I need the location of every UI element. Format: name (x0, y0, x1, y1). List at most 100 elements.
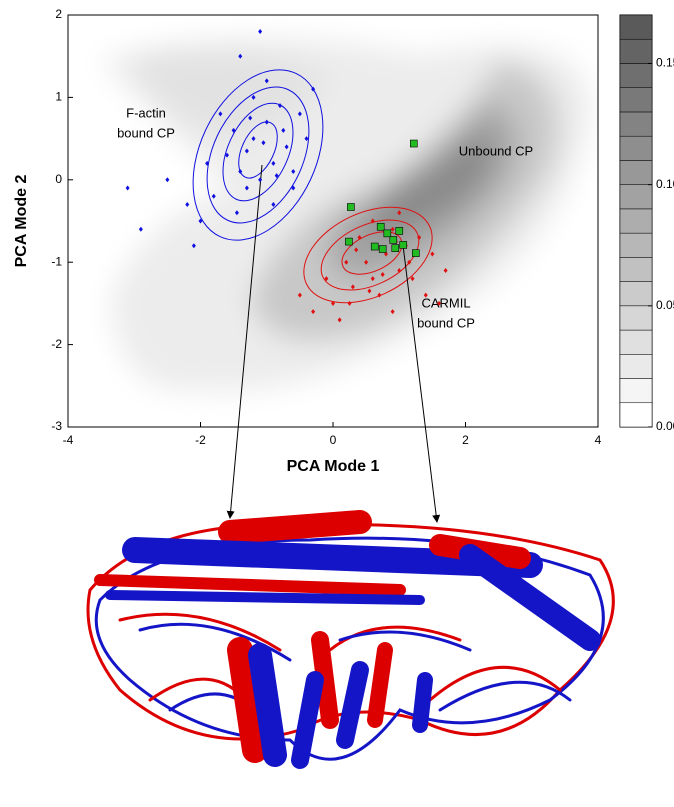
point (225, 152, 229, 158)
colorbar-tick-label: 0.00 (656, 419, 674, 433)
point (278, 103, 282, 109)
point (248, 115, 253, 121)
point (251, 136, 256, 142)
cluster-contours (192, 69, 433, 304)
point (274, 173, 279, 179)
point (304, 136, 309, 142)
colorbar-band (619, 184, 653, 210)
colorbar-band (619, 160, 653, 185)
colorbar-band (619, 257, 653, 282)
x-tick-label: 2 (462, 433, 469, 447)
point (264, 119, 269, 125)
colorbar-tick-label: 0.05 (656, 298, 674, 312)
y-tick-label: 0 (55, 172, 62, 186)
point (376, 222, 385, 231)
point (354, 247, 359, 253)
point (410, 276, 415, 282)
point (390, 226, 395, 232)
point (284, 144, 289, 150)
y-tick-label: 1 (55, 90, 62, 104)
point (297, 111, 302, 117)
colorbar-band (619, 281, 653, 307)
point (251, 94, 256, 100)
point (357, 234, 362, 240)
point (383, 229, 392, 238)
annotation: Unbound CP (459, 143, 533, 158)
colorbar-band (619, 232, 653, 258)
colorbar-band (619, 63, 653, 88)
point (423, 292, 428, 298)
y-tick-label: -2 (51, 337, 62, 351)
point (291, 185, 296, 191)
point (261, 140, 266, 146)
point (311, 86, 316, 92)
point (430, 251, 435, 257)
colorbar-band (619, 329, 653, 355)
x-tick-label: -4 (63, 433, 74, 447)
annotation: bound CP (117, 125, 175, 140)
point (350, 284, 355, 290)
point (370, 218, 375, 224)
point (391, 244, 400, 252)
colorbar-tick-label: 0.10 (656, 177, 674, 191)
point (437, 300, 441, 306)
point (238, 169, 243, 175)
colorbar-band (619, 111, 653, 137)
point (347, 300, 352, 306)
point (165, 177, 170, 183)
point (291, 169, 296, 175)
point (311, 309, 316, 315)
point (324, 276, 329, 282)
point (443, 267, 448, 273)
point (258, 177, 263, 183)
colorbar-band (619, 305, 653, 331)
point (410, 139, 418, 148)
x-axis-label: PCA Mode 1 (287, 458, 380, 475)
annotation: F-actin (126, 105, 166, 120)
y-tick-label: -3 (51, 419, 62, 433)
point (378, 245, 387, 253)
point (389, 236, 398, 244)
point (271, 202, 276, 208)
arrow (402, 244, 441, 523)
annotation: bound CP (417, 315, 475, 330)
colorbar-band (619, 208, 653, 234)
point (370, 242, 379, 251)
colorbar-band (619, 135, 653, 161)
point (125, 185, 130, 191)
point (191, 243, 196, 249)
colorbar-band (619, 402, 653, 428)
point (397, 210, 402, 216)
y-tick-label: -1 (51, 254, 62, 268)
point (281, 127, 286, 133)
point (205, 160, 210, 166)
point (364, 259, 369, 265)
point (264, 78, 269, 84)
y-tick-label: 2 (55, 7, 62, 21)
point (198, 218, 203, 224)
protein-structure (86, 510, 615, 769)
point (238, 53, 243, 59)
point (218, 111, 223, 117)
point (390, 309, 395, 315)
y-axis-label: PCA Mode 2 (13, 175, 30, 268)
point (244, 148, 249, 154)
point (367, 288, 372, 294)
colorbar-band (619, 354, 653, 379)
colorbar-band (619, 378, 653, 404)
point (412, 249, 420, 257)
point (377, 292, 382, 298)
arrow (226, 164, 263, 519)
point (344, 259, 349, 265)
point (345, 237, 353, 246)
point (417, 234, 422, 240)
point (258, 28, 263, 34)
colorbar-band (619, 14, 653, 40)
point (337, 317, 342, 323)
point (399, 241, 408, 249)
colorbar-tick-label: 0.15 (656, 56, 674, 70)
point (211, 193, 216, 199)
point (185, 202, 190, 208)
